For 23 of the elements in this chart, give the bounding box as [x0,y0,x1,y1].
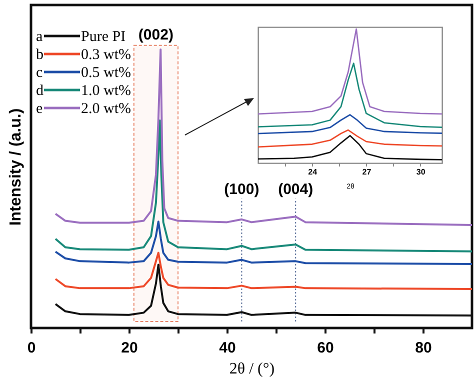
x-tick-label: 40 [219,340,236,356]
annotation: c [36,65,43,81]
x-tick-label: 27 [362,168,372,176]
legend-label: 1.0 wt% [81,83,131,99]
annotation: (100) [224,180,260,198]
annotation: e [36,101,43,117]
annotation: b [36,47,44,63]
x-tick-label: 20 [121,340,138,356]
y-axis-title: Intensity / (a.u.) [8,108,24,226]
legend-label: 0.5 wt% [81,65,131,81]
band-label: (002) [138,26,174,44]
annotation: (004) [278,180,314,198]
text: a [36,29,43,45]
x-tick-label: 0 [27,340,36,356]
legend-label: Pure PI [81,29,126,45]
x-tick-label: 80 [415,340,432,356]
x-tick-label: 30 [416,168,426,176]
annotation: d [36,83,44,99]
x-axis-title: 2θ / (°) [229,360,275,378]
legend-label: 2.0 wt% [81,101,131,117]
x-tick-label: 24 [308,168,318,176]
x-tick-label: 60 [317,340,334,356]
legend-label: 0.3 wt% [81,47,131,63]
